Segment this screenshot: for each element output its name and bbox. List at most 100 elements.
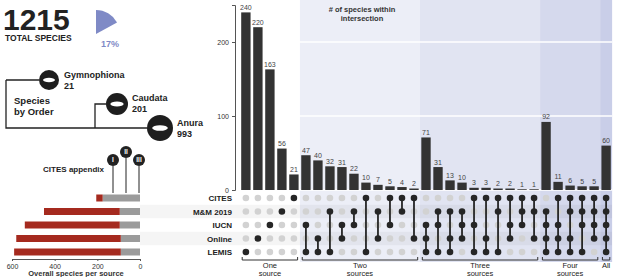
data-label: 7: [376, 176, 380, 183]
matrix-dot: [267, 249, 274, 256]
matrix-dot: [279, 195, 286, 202]
matrix-dot: [351, 195, 358, 202]
matrix-dot: [327, 195, 334, 202]
matrix-link: [533, 198, 535, 239]
matrix-link: [413, 198, 415, 239]
pin-label: I: [112, 156, 114, 163]
y-axis: 0100200: [217, 6, 235, 194]
matrix-link: [473, 198, 475, 252]
group-band: [240, 0, 300, 262]
data-label: 5: [388, 178, 392, 185]
data-label: 32: [326, 158, 334, 165]
matrix-dot: [543, 195, 550, 202]
set-size-bar: [96, 195, 102, 202]
matrix-link: [581, 198, 583, 252]
tree-branch: [6, 79, 39, 80]
bar: [601, 146, 610, 190]
x-tick-mark: [55, 259, 56, 261]
matrix-dot: [279, 249, 286, 256]
matrix-dot-active: [291, 195, 298, 202]
matrix-dot: [519, 249, 526, 256]
set-size-bar: [14, 249, 121, 256]
matrix-dot: [303, 195, 310, 202]
group-label: Twosources: [347, 261, 374, 277]
matrix-link: [437, 212, 439, 253]
x-tick-mark: [140, 259, 141, 261]
matrix-link: [521, 198, 523, 225]
order-icon: [106, 93, 128, 115]
matrix-dot: [255, 195, 262, 202]
x-tick: 600: [7, 259, 19, 270]
matrix-dot: [243, 222, 250, 229]
matrix-dot: [375, 195, 382, 202]
x-tick: 0: [139, 259, 143, 270]
data-label: 3: [472, 179, 476, 186]
y-tick-mark: [232, 42, 235, 43]
pin-head: [133, 154, 145, 166]
set-size-bar: [44, 208, 120, 215]
set-size-bar: [16, 235, 121, 242]
matrix-link: [497, 198, 499, 252]
pin-head: [107, 154, 119, 166]
order-icon-shape: [152, 125, 168, 131]
matrix-dot: [339, 195, 346, 202]
x-axis-title: Overall species per source: [28, 269, 123, 277]
group-bracket: [602, 257, 609, 260]
data-label: 11: [554, 173, 561, 180]
matrix-link: [389, 198, 391, 225]
order-count: 993: [177, 129, 192, 139]
bar: [493, 189, 502, 190]
matrix-dot: [519, 235, 526, 242]
data-label: 71: [422, 129, 430, 136]
group-bracket: [242, 257, 297, 260]
data-label: 163: [264, 61, 276, 68]
matrix-dot: [399, 235, 406, 242]
y-tick: 200: [217, 39, 235, 46]
set-label: CITES: [208, 194, 232, 203]
data-label: 5: [592, 178, 596, 185]
x-tick-mark: [12, 259, 13, 261]
matrix-dot: [315, 208, 322, 215]
matrix-dot: [507, 249, 514, 256]
grid: [236, 42, 612, 190]
matrix-dot: [459, 195, 466, 202]
matrix-dot: [243, 195, 250, 202]
data-label: 5: [580, 178, 584, 185]
bar: [277, 149, 286, 190]
cites-appendix-label: CITES appendix: [43, 165, 104, 174]
bar: [241, 12, 250, 190]
bar: [337, 167, 346, 190]
matrix-dot: [399, 222, 406, 229]
matrix-link: [557, 198, 559, 252]
group-bracket: [422, 257, 537, 260]
data-label: 2: [496, 180, 500, 187]
cites-appendix: CITES appendixIIIIII: [43, 146, 145, 193]
set-label: Online: [207, 235, 232, 244]
matrix-dot: [459, 249, 466, 256]
matrix-link: [401, 198, 403, 212]
pin-stem: [126, 158, 127, 193]
pin-label: III: [136, 156, 142, 163]
matrix-link: [509, 198, 511, 239]
group-label: Onesource: [259, 261, 282, 277]
matrix-dot: [399, 249, 406, 256]
order-tree: Gymnophiona21Caudata201Anura993: [6, 70, 204, 141]
data-label: 4: [400, 179, 404, 186]
matrix-dot: [423, 195, 430, 202]
matrix-dot: [255, 222, 262, 229]
matrix-dot: [435, 195, 442, 202]
matrix: [243, 195, 610, 256]
matrix-dot: [291, 235, 298, 242]
bar: [577, 186, 586, 190]
bars: [241, 12, 611, 190]
grid-line: [236, 41, 612, 43]
matrix-dot: [387, 249, 394, 256]
x-tick-label: 600: [7, 263, 19, 270]
total: 1215: [3, 3, 70, 36]
matrix-link: [425, 225, 427, 252]
order-count: 21: [64, 81, 74, 91]
row-stripe: [140, 232, 612, 246]
share-label: 17%: [101, 39, 119, 49]
group-labels: OnesourceTwosourcesThreesourcesFoursourc…: [242, 257, 610, 277]
share-wedge: [96, 10, 117, 34]
